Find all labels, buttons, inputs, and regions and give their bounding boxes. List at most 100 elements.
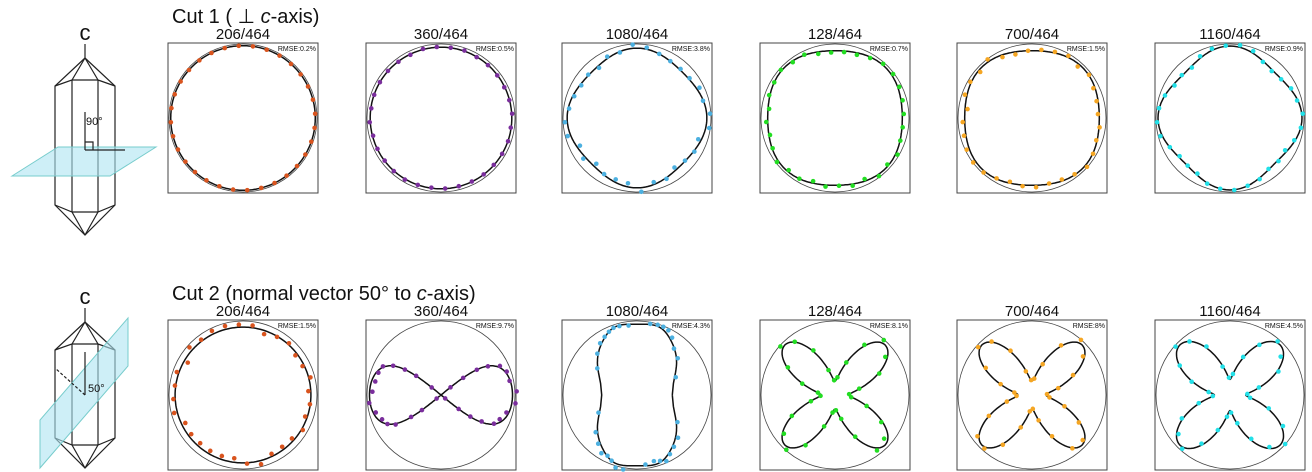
measured-point	[1172, 83, 1177, 88]
rmse-label: RMSE:8%	[1073, 323, 1105, 330]
measured-point	[288, 61, 294, 67]
measured-point	[258, 185, 264, 191]
measured-point	[815, 51, 821, 57]
measured-point	[644, 45, 650, 50]
measured-point	[770, 145, 775, 151]
measured-point	[391, 168, 397, 174]
measured-point	[890, 71, 896, 77]
measured-point	[1220, 364, 1225, 369]
measured-point	[491, 421, 497, 426]
measured-point	[617, 50, 623, 55]
reference-circle	[957, 320, 1107, 470]
measured-point	[657, 458, 663, 464]
measured-point	[1070, 372, 1076, 378]
measured-point	[797, 176, 802, 182]
measured-point	[577, 143, 583, 148]
measured-point	[1000, 54, 1005, 60]
measured-point	[803, 442, 808, 448]
measured-point	[222, 45, 228, 51]
panel-title: 128/464	[808, 303, 862, 320]
rmse-label: RMSE:0.2%	[278, 46, 316, 53]
measured-point	[312, 111, 318, 117]
title-part: -axis)	[271, 6, 320, 28]
measured-point	[505, 138, 511, 144]
measured-point	[766, 92, 772, 98]
measured-point	[601, 171, 607, 177]
measured-point	[306, 388, 311, 394]
measured-point	[1275, 339, 1280, 344]
measured-point	[667, 451, 673, 457]
measured-point	[818, 393, 823, 399]
panel-frame	[956, 319, 1108, 471]
measured-point	[513, 401, 518, 406]
measured-point	[1086, 72, 1092, 78]
measured-point	[293, 353, 298, 358]
panel-title: 206/464	[216, 303, 270, 320]
measured-point	[1298, 125, 1304, 131]
measured-point	[876, 173, 882, 179]
row-title: Cut 1 ( ⊥ c-axis)	[172, 6, 319, 28]
measured-point	[656, 51, 662, 57]
measured-point	[370, 133, 376, 139]
measured-point	[448, 385, 453, 390]
measured-point	[434, 44, 440, 50]
measured-point	[647, 321, 653, 327]
measured-point	[1187, 339, 1192, 344]
measured-point	[675, 419, 680, 425]
measured-point	[1040, 361, 1045, 367]
measured-point	[373, 410, 379, 415]
reference-circle	[760, 43, 910, 193]
measured-point	[303, 152, 308, 157]
measured-point	[479, 419, 484, 424]
measured-point	[651, 179, 657, 185]
measured-point	[1162, 93, 1168, 98]
measured-point	[682, 158, 688, 163]
measured-point	[630, 42, 635, 47]
fit-curve	[169, 44, 317, 192]
measured-point	[236, 43, 242, 49]
measured-point	[673, 374, 679, 380]
measured-point	[1278, 354, 1283, 359]
measured-point	[509, 111, 515, 117]
measured-point	[1080, 437, 1086, 443]
panel-frame	[956, 42, 1108, 194]
measured-point	[671, 346, 677, 351]
title-part: c	[417, 283, 427, 305]
measured-point	[799, 381, 805, 386]
measured-point	[596, 65, 602, 71]
fit-curve	[781, 341, 889, 449]
measured-point	[1020, 183, 1025, 189]
measured-point	[172, 383, 178, 388]
measured-point	[792, 339, 798, 345]
measured-point	[1179, 72, 1185, 78]
measured-point	[396, 59, 401, 65]
measured-point	[896, 84, 902, 90]
measured-point	[661, 324, 666, 330]
measured-point	[585, 72, 591, 77]
measured-point	[838, 416, 844, 422]
measured-point	[854, 52, 860, 58]
measured-point	[474, 54, 479, 60]
measured-point	[767, 132, 773, 138]
measured-point	[778, 67, 784, 73]
measured-point	[1062, 403, 1067, 409]
measured-point	[841, 49, 847, 55]
measured-point	[178, 79, 183, 84]
polar-panel: 1160/464 RMSE:4.5%	[1154, 303, 1306, 471]
measured-point	[852, 434, 858, 440]
measured-point	[188, 431, 194, 437]
measured-point	[289, 436, 295, 441]
measured-point	[1217, 186, 1223, 192]
measured-point	[1094, 98, 1099, 104]
measured-point	[485, 62, 491, 68]
measured-point	[766, 106, 772, 112]
measured-point	[862, 176, 867, 182]
measured-point	[429, 185, 434, 190]
measured-point	[678, 66, 683, 72]
measured-point	[375, 146, 380, 152]
panel-frame	[365, 42, 517, 194]
measured-point	[763, 119, 769, 125]
measured-point	[174, 369, 180, 375]
measured-point	[669, 335, 675, 340]
measured-point	[1030, 406, 1036, 412]
